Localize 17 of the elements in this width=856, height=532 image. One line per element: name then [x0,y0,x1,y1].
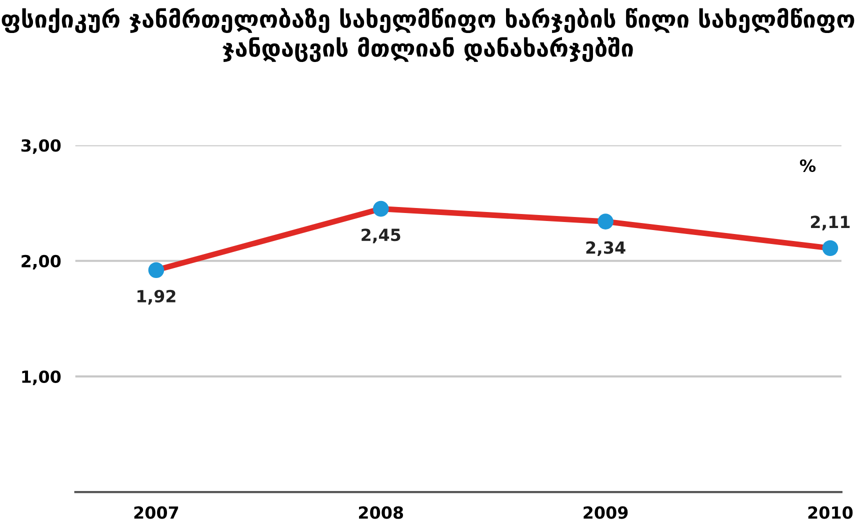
x-tick-label: 2009 [584,506,628,519]
point [148,262,164,278]
data-label: 2,34 [586,241,626,256]
data-label: 2,11 [810,216,850,230]
point [822,240,838,256]
x-tick-label: 2010 [808,506,853,519]
x-tick-label: 2007 [134,506,178,519]
chart-title: ფსიქიკურ ჯანმრთელობაზე სახელმწიფო ხარჯების წილი სახელმწიფო ჯანდაცვის მთლიან დანახარჯებში [2,8,854,62]
y-tick-label: 2,00 [22,254,61,270]
point [372,200,389,217]
y-tick-label: 3,00 [21,139,61,154]
data-label: 2,45 [362,228,400,244]
point [598,214,614,230]
annotation: % [800,159,816,172]
y-tick-label: 1,00 [22,370,61,386]
x-tick-label: 2008 [359,506,404,519]
data-label: 1,92 [138,290,176,305]
